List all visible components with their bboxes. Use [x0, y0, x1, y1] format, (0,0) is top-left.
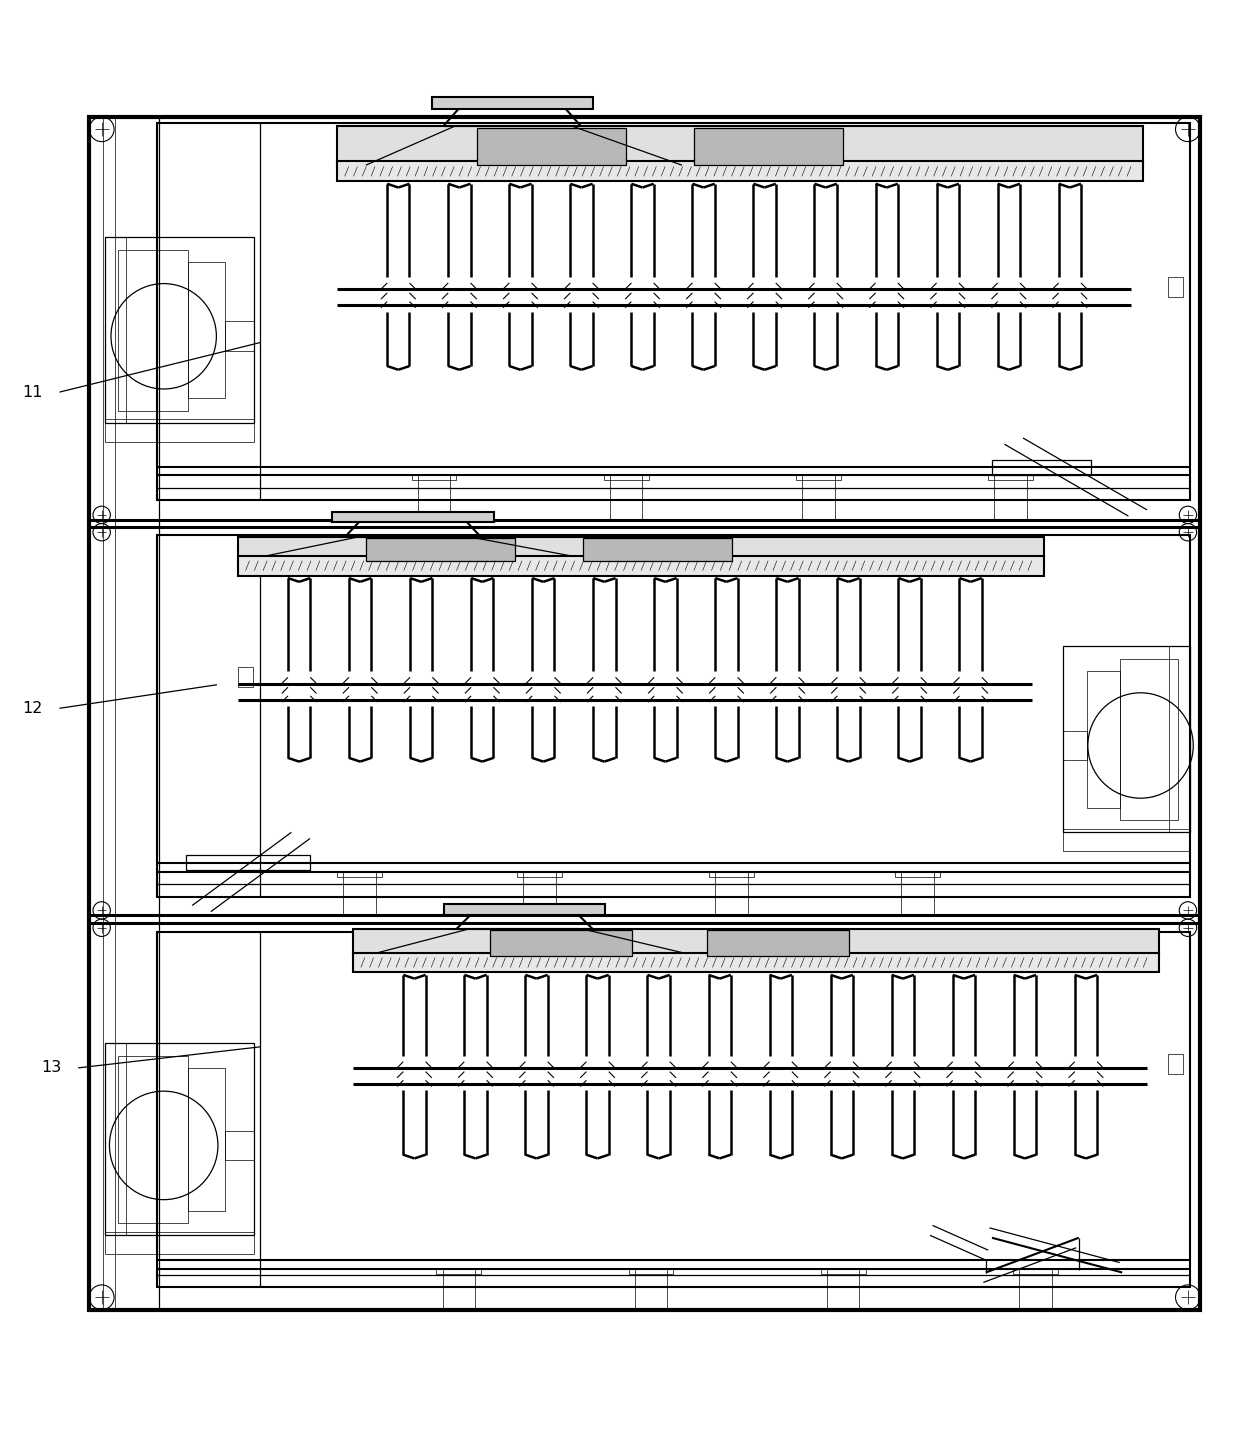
- Bar: [224, 1130, 254, 1160]
- Bar: [89, 117, 159, 1310]
- Bar: [517, 872, 562, 877]
- Bar: [994, 476, 1027, 520]
- Bar: [1019, 1269, 1052, 1310]
- Bar: [238, 537, 1044, 560]
- Bar: [694, 129, 843, 166]
- Bar: [188, 262, 224, 399]
- Bar: [186, 855, 310, 869]
- Bar: [157, 534, 1190, 897]
- Bar: [353, 953, 1159, 972]
- Bar: [1063, 646, 1190, 832]
- Bar: [895, 872, 940, 877]
- Bar: [432, 97, 593, 110]
- Bar: [105, 1232, 254, 1253]
- Bar: [988, 476, 1033, 480]
- Bar: [443, 1269, 475, 1310]
- Bar: [1087, 672, 1120, 807]
- Bar: [418, 476, 450, 520]
- Bar: [332, 513, 494, 523]
- Bar: [477, 129, 626, 166]
- Bar: [796, 476, 841, 480]
- Bar: [1013, 1269, 1058, 1273]
- Bar: [992, 460, 1091, 476]
- Bar: [353, 929, 1159, 956]
- Bar: [523, 872, 556, 916]
- Bar: [366, 539, 515, 560]
- Bar: [635, 1269, 667, 1310]
- Bar: [1120, 659, 1178, 820]
- Bar: [1063, 730, 1087, 760]
- Bar: [1063, 829, 1190, 850]
- Bar: [337, 126, 1143, 166]
- Bar: [343, 872, 376, 916]
- Bar: [412, 476, 456, 480]
- Bar: [118, 1056, 188, 1223]
- Bar: [629, 1269, 673, 1273]
- Bar: [610, 476, 642, 520]
- Bar: [827, 1269, 859, 1310]
- Text: 12: 12: [22, 700, 42, 716]
- Bar: [238, 556, 1044, 576]
- Bar: [583, 539, 732, 560]
- Bar: [337, 872, 382, 877]
- Bar: [188, 1067, 224, 1210]
- Bar: [715, 872, 748, 916]
- Bar: [802, 476, 835, 520]
- Bar: [821, 1269, 866, 1273]
- Bar: [436, 1269, 481, 1273]
- Bar: [238, 667, 253, 687]
- Bar: [105, 237, 254, 423]
- Bar: [490, 930, 632, 956]
- Bar: [118, 250, 188, 410]
- Bar: [709, 872, 754, 877]
- Bar: [157, 123, 1190, 500]
- Text: 11: 11: [22, 384, 43, 400]
- Bar: [89, 117, 1200, 1310]
- Bar: [224, 322, 254, 352]
- Bar: [1168, 277, 1183, 297]
- Bar: [105, 1043, 254, 1235]
- Bar: [1169, 646, 1190, 832]
- Bar: [1168, 1055, 1183, 1075]
- Bar: [337, 161, 1143, 181]
- Bar: [157, 932, 1190, 1288]
- Bar: [105, 419, 254, 442]
- Bar: [604, 476, 649, 480]
- Bar: [707, 930, 849, 956]
- Bar: [105, 237, 126, 423]
- Text: 13: 13: [41, 1060, 61, 1076]
- Bar: [444, 905, 605, 916]
- Bar: [105, 1043, 126, 1235]
- Bar: [901, 872, 934, 916]
